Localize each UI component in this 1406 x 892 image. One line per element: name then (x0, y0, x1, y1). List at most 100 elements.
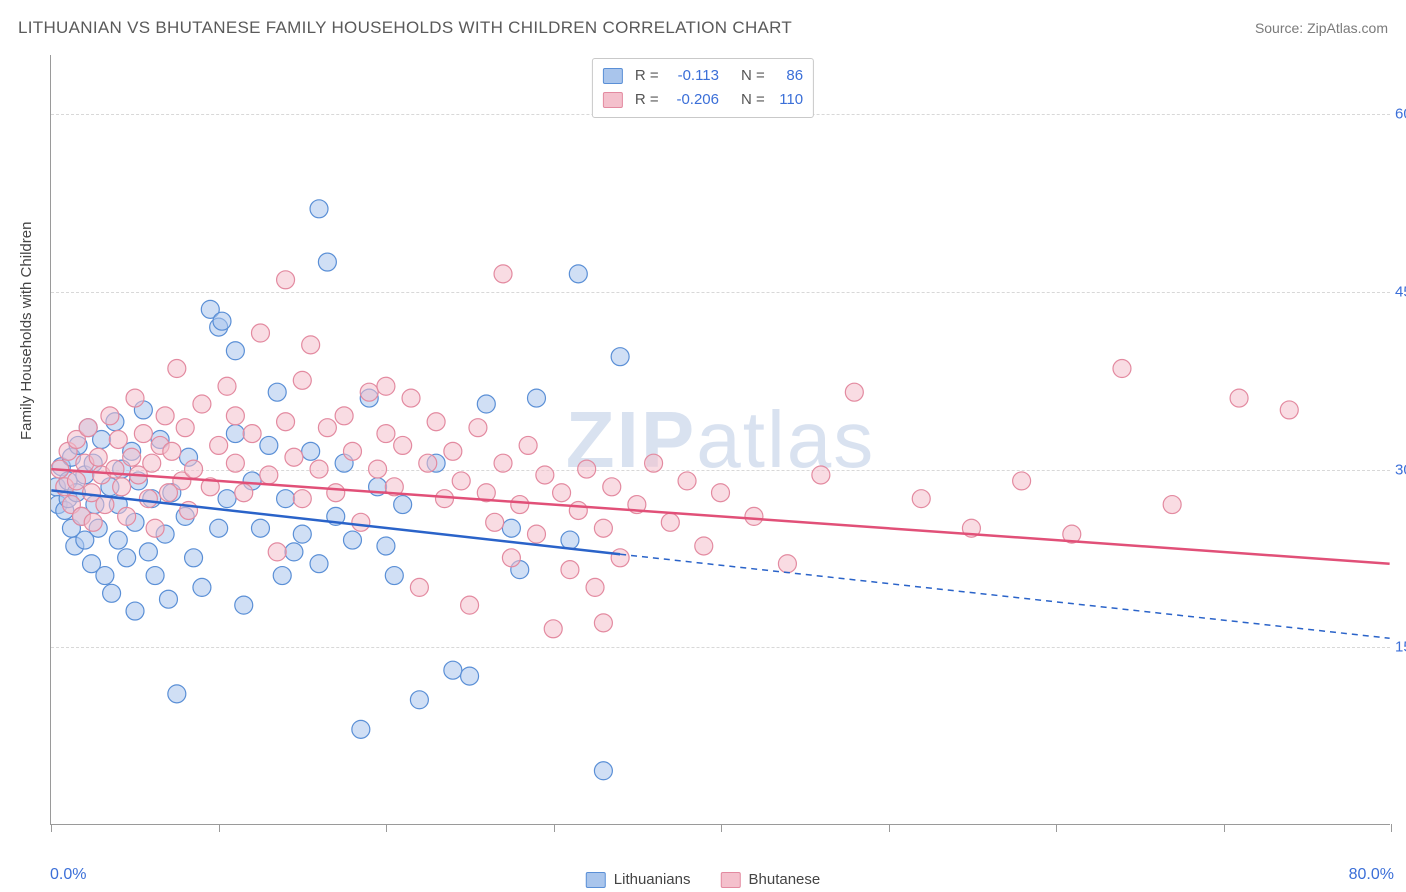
scatter-point (168, 685, 186, 703)
scatter-point (268, 543, 286, 561)
x-tick (1391, 824, 1392, 832)
legend-stat-row: R = -0.113N = 86 (603, 64, 803, 88)
scatter-point (477, 395, 495, 413)
trend-line-extrapolated (620, 554, 1389, 638)
scatter-point (293, 490, 311, 508)
scatter-point (494, 265, 512, 283)
scatter-point (156, 407, 174, 425)
scatter-point (302, 442, 320, 460)
chart-plot-area: ZIPatlas 15.0%30.0%45.0%60.0% (50, 55, 1390, 825)
x-axis-min-label: 0.0% (50, 866, 86, 884)
scatter-point (113, 478, 131, 496)
scatter-point (101, 407, 119, 425)
scatter-point (96, 567, 114, 585)
x-tick (386, 824, 387, 832)
scatter-point (912, 490, 930, 508)
scatter-point (89, 448, 107, 466)
legend-r-value: -0.113 (667, 64, 719, 88)
scatter-point (678, 472, 696, 490)
scatter-point (318, 419, 336, 437)
scatter-point (645, 454, 663, 472)
scatter-point (594, 519, 612, 537)
scatter-point (419, 454, 437, 472)
scatter-point (502, 549, 520, 567)
x-tick (889, 824, 890, 832)
scatter-point (611, 549, 629, 567)
scatter-point (410, 578, 428, 596)
scatter-point (369, 460, 387, 478)
scatter-point (544, 620, 562, 638)
legend-stats-box: R = -0.113N = 86R = -0.206N = 110 (592, 58, 814, 118)
scatter-point (553, 484, 571, 502)
legend-swatch (603, 68, 623, 84)
scatter-point (143, 454, 161, 472)
scatter-point (268, 383, 286, 401)
scatter-point (712, 484, 730, 502)
scatter-point (79, 419, 97, 437)
scatter-point (185, 549, 203, 567)
scatter-point (193, 395, 211, 413)
scatter-point (310, 555, 328, 573)
scatter-point (444, 661, 462, 679)
legend-n-value: 110 (773, 88, 803, 112)
scatter-point (327, 484, 345, 502)
scatter-point (569, 501, 587, 519)
legend-bottom: Lithuanians Bhutanese (586, 871, 820, 888)
legend-stat-row: R = -0.206N = 110 (603, 88, 803, 112)
scatter-point (310, 200, 328, 218)
scatter-point (109, 531, 127, 549)
scatter-point (226, 407, 244, 425)
scatter-point (285, 543, 303, 561)
scatter-point (109, 431, 127, 449)
scatter-point (277, 271, 295, 289)
scatter-point (352, 513, 370, 531)
scatter-point (603, 478, 621, 496)
scatter-point (139, 543, 157, 561)
scatter-point (461, 596, 479, 614)
scatter-point (1280, 401, 1298, 419)
scatter-point (528, 389, 546, 407)
scatter-point (360, 383, 378, 401)
x-tick (1224, 824, 1225, 832)
legend-label: Lithuanians (614, 871, 691, 888)
x-tick (1056, 824, 1057, 832)
scatter-point (695, 537, 713, 555)
scatter-point (469, 419, 487, 437)
scatter-point (335, 407, 353, 425)
scatter-point (394, 436, 412, 454)
scatter-point (163, 442, 181, 460)
scatter-point (377, 377, 395, 395)
scatter-point (502, 519, 520, 537)
scatter-point (226, 425, 244, 443)
scatter-point (213, 312, 231, 330)
scatter-point (461, 667, 479, 685)
scatter-point (394, 496, 412, 514)
scatter-point (310, 460, 328, 478)
scatter-point (159, 590, 177, 608)
scatter-point (1113, 360, 1131, 378)
x-axis-max-label: 80.0% (1349, 866, 1394, 884)
scatter-point (444, 442, 462, 460)
scatter-point (210, 519, 228, 537)
scatter-point (273, 567, 291, 585)
x-tick (219, 824, 220, 832)
scatter-point (611, 348, 629, 366)
scatter-point (561, 561, 579, 579)
y-tick-label: 30.0% (1395, 461, 1406, 478)
x-tick (51, 824, 52, 832)
chart-header: LITHUANIAN VS BHUTANESE FAMILY HOUSEHOLD… (18, 18, 1388, 38)
scatter-point (118, 549, 136, 567)
legend-item: Lithuanians (586, 871, 691, 888)
scatter-point (293, 371, 311, 389)
scatter-point (123, 448, 141, 466)
scatter-point (778, 555, 796, 573)
scatter-point (277, 413, 295, 431)
legend-label: Bhutanese (749, 871, 821, 888)
legend-swatch (586, 872, 606, 888)
scatter-point (146, 567, 164, 585)
scatter-point (377, 537, 395, 555)
scatter-point (578, 460, 596, 478)
x-tick (721, 824, 722, 832)
scatter-point (385, 567, 403, 585)
scatter-point (1013, 472, 1031, 490)
